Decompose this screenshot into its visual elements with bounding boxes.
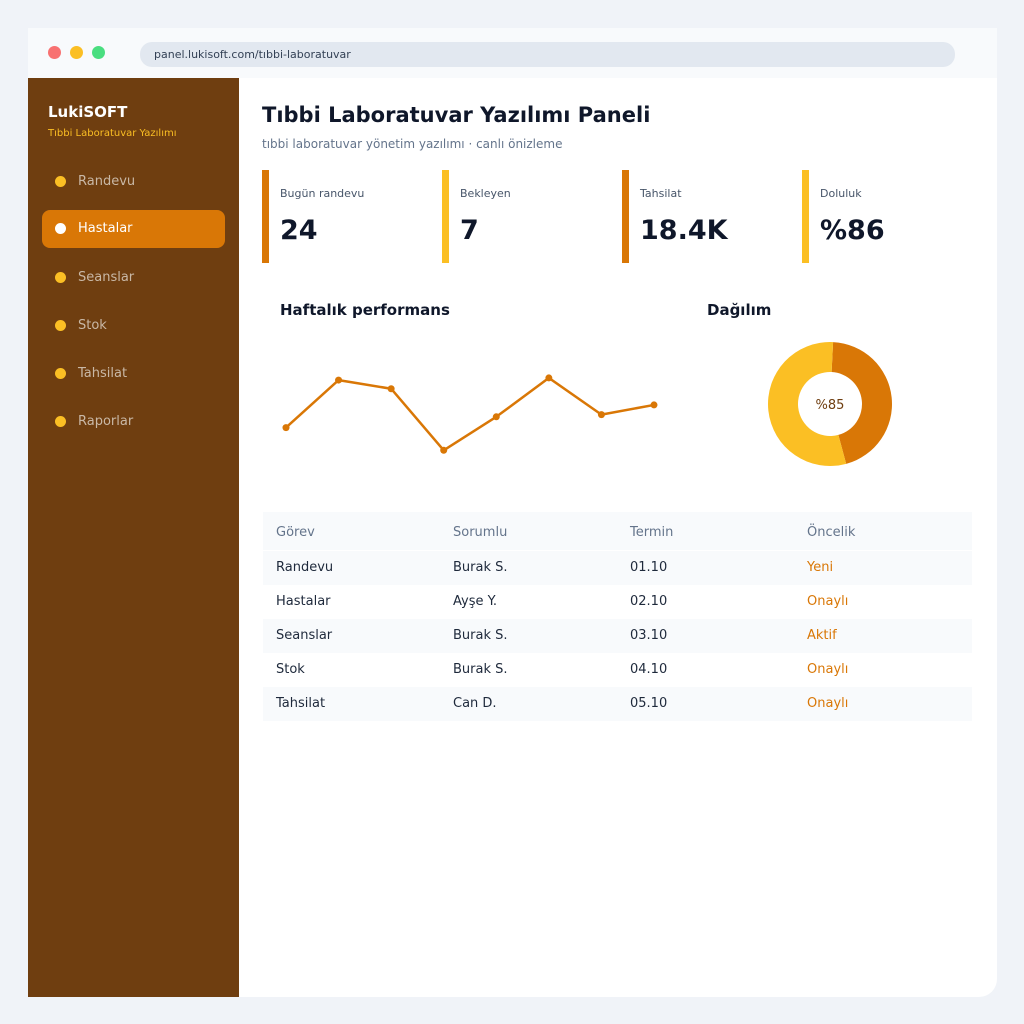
stat-value: %86	[820, 215, 885, 246]
distribution-title: Dağılım	[707, 301, 772, 319]
column-header-task[interactable]: Görev	[276, 525, 315, 540]
stat-label: Bugün randevu	[280, 187, 365, 200]
sidebar-item-tahsilat[interactable]: Tahsilat	[42, 355, 225, 393]
status-badge: Onaylı	[807, 662, 849, 677]
table-header-row: Görev Sorumlu Termin Öncelik	[263, 512, 972, 550]
cell-owner: Can D.	[453, 696, 497, 711]
stat-card-pending: Bekleyen 7	[442, 170, 612, 263]
column-header-owner[interactable]: Sorumlu	[453, 525, 508, 540]
cell-task: Hastalar	[276, 594, 331, 609]
table-row[interactable]: Randevu Burak S. 01.10 Yeni	[263, 551, 972, 585]
sidebar-item-label: Seanslar	[78, 270, 135, 285]
sidebar-item-label: Tahsilat	[78, 366, 128, 381]
table-row[interactable]: Seanslar Burak S. 03.10 Aktif	[263, 619, 972, 653]
page-title: Tıbbi Laboratuvar Yazılımı Paneli	[262, 103, 651, 127]
cell-deadline: 04.10	[630, 662, 668, 677]
nav-bullet-icon	[55, 320, 66, 331]
distribution-donut-chart: %85	[767, 342, 892, 466]
cell-deadline: 01.10	[630, 560, 668, 575]
brand-name: LukiSOFT	[48, 103, 128, 121]
sidebar-item-label: Raporlar	[78, 414, 134, 429]
sidebar-item-stok[interactable]: Stok	[42, 307, 225, 345]
sidebar-item-hastalar[interactable]: Hastalar	[42, 210, 225, 248]
column-header-priority[interactable]: Öncelik	[807, 525, 856, 540]
sidebar-item-label: Stok	[78, 318, 107, 333]
stat-card-occupancy: Doluluk %86	[802, 170, 972, 263]
stat-label: Bekleyen	[460, 187, 511, 200]
status-badge: Onaylı	[807, 594, 849, 609]
minimize-window-button[interactable]	[70, 46, 83, 59]
cell-task: Stok	[276, 662, 305, 677]
page-subtitle: tıbbi laboratuvar yönetim yazılımı · can…	[262, 137, 563, 151]
stat-value: 18.4K	[640, 215, 728, 246]
cell-deadline: 02.10	[630, 594, 668, 609]
table-row[interactable]: Stok Burak S. 04.10 Onaylı	[263, 653, 972, 687]
nav-bullet-icon	[55, 223, 66, 234]
stat-value: 24	[280, 215, 318, 246]
data-point	[387, 385, 395, 393]
table-row[interactable]: Hastalar Ayşe Y. 02.10 Onaylı	[263, 585, 972, 619]
table-row[interactable]: Tahsilat Can D. 05.10 Onaylı	[263, 687, 972, 721]
donut-slice	[767, 342, 847, 466]
stat-card-appointments: Bugün randevu 24	[262, 170, 432, 263]
cell-task: Seanslar	[276, 628, 333, 643]
nav-bullet-icon	[55, 176, 66, 187]
browser-chrome: panel.lukisoft.com/tıbbi-laboratuvar	[28, 28, 997, 78]
donut-slice	[831, 342, 892, 464]
cell-owner: Burak S.	[453, 560, 508, 575]
performance-line-chart	[282, 374, 658, 454]
sidebar-item-randevu[interactable]: Randevu	[42, 163, 225, 201]
data-point	[440, 446, 448, 454]
cell-deadline: 05.10	[630, 696, 668, 711]
cell-owner: Burak S.	[453, 662, 508, 677]
brand-subtitle: Tıbbi Laboratuvar Yazılımı	[48, 128, 177, 139]
nav-bullet-icon	[55, 368, 66, 379]
status-badge: Yeni	[807, 560, 834, 575]
performance-title: Haftalık performans	[280, 301, 450, 319]
stat-label: Tahsilat	[640, 187, 682, 200]
task-table: Görev Sorumlu Termin Öncelik Randevu Bur…	[263, 512, 972, 721]
column-header-deadline[interactable]: Termin	[630, 525, 674, 540]
sidebar-item-seanslar[interactable]: Seanslar	[42, 259, 225, 297]
stat-label: Doluluk	[820, 187, 862, 200]
address-bar[interactable]: panel.lukisoft.com/tıbbi-laboratuvar	[140, 42, 955, 67]
browser-window: panel.lukisoft.com/tıbbi-laboratuvar Luk…	[28, 28, 997, 997]
nav-bullet-icon	[55, 272, 66, 283]
series-line	[284, 376, 656, 452]
cell-task: Tahsilat	[276, 696, 326, 711]
data-point	[545, 374, 553, 382]
cell-owner: Burak S.	[453, 628, 508, 643]
status-badge: Aktif	[807, 628, 837, 643]
sidebar-item-label: Randevu	[78, 174, 136, 189]
cell-task: Randevu	[276, 560, 334, 575]
cell-deadline: 03.10	[630, 628, 668, 643]
data-point	[335, 376, 343, 384]
sidebar-item-raporlar[interactable]: Raporlar	[42, 403, 225, 441]
sidebar-item-label: Hastalar	[78, 221, 133, 236]
donut-center-label: %85	[816, 398, 845, 413]
nav-bullet-icon	[55, 416, 66, 427]
maximize-window-button[interactable]	[92, 46, 105, 59]
status-badge: Onaylı	[807, 696, 849, 711]
sidebar: LukiSOFT Tıbbi Laboratuvar Yazılımı Rand…	[28, 78, 239, 997]
cell-owner: Ayşe Y.	[453, 594, 498, 609]
stat-card-collection: Tahsilat 18.4K	[622, 170, 792, 263]
data-point	[597, 411, 605, 419]
stat-value: 7	[460, 215, 479, 246]
data-point	[650, 401, 658, 409]
data-point	[492, 413, 500, 421]
data-point	[282, 424, 290, 432]
close-window-button[interactable]	[48, 46, 61, 59]
